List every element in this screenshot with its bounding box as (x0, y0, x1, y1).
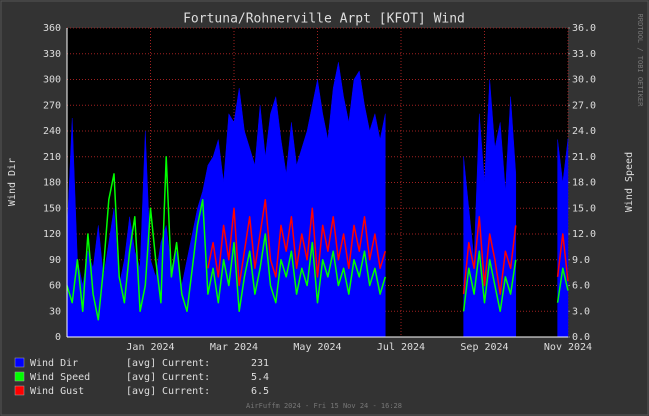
y2-tick-label: 27.0 (572, 100, 596, 111)
x-tick-label: Jul 2024 (377, 342, 425, 353)
legend-swatch (14, 371, 25, 382)
y-tick-label: 150 (43, 203, 61, 214)
y2-tick-label: 33.0 (572, 49, 596, 60)
legend-current-label: Current: (162, 372, 210, 383)
side-note: RRDTOOL / TOBI OETIKER (636, 14, 644, 108)
legend-stat: [avg] (126, 386, 156, 397)
legend-current-value: 6.5 (251, 386, 269, 397)
legend-current-value: 231 (251, 358, 269, 369)
y2-tick-label: 21.0 (572, 152, 596, 163)
x-tick-label: Sep 2024 (460, 342, 508, 353)
y-tick-label: 0 (55, 332, 61, 343)
y2-tick-label: 18.0 (572, 178, 596, 189)
y-tick-label: 270 (43, 100, 61, 111)
y2-tick-label: 30.0 (572, 75, 596, 86)
y2-tick-label: 12.0 (572, 229, 596, 240)
y-tick-label: 300 (43, 75, 61, 86)
y-tick-label: 120 (43, 229, 61, 240)
legend-label: Wind Gust (30, 386, 84, 397)
legend-label: Wind Dir (30, 358, 78, 369)
legend-swatch (14, 385, 25, 396)
y2-tick-label: 15.0 (572, 203, 596, 214)
y-tick-label: 240 (43, 126, 61, 137)
y-tick-label: 360 (43, 23, 61, 34)
chart-title: Fortuna/Rohnerville Arpt [KFOT] Wind (183, 12, 465, 27)
y-tick-label: 180 (43, 178, 61, 189)
legend-swatch (14, 357, 25, 368)
legend-stat: [avg] (126, 372, 156, 383)
legend-current-value: 5.4 (251, 372, 269, 383)
legend-current-label: Current: (162, 386, 210, 397)
footer: AirFuffm 2024 - Fri 15 Nov 24 - 16:28 (246, 402, 402, 410)
y-tick-label: 60 (49, 281, 61, 292)
y2-tick-label: 0.0 (572, 332, 590, 343)
y-tick-label: 210 (43, 152, 61, 163)
x-tick-label: Mar 2024 (210, 342, 258, 353)
y-axis-label: Wind Dir (7, 158, 18, 206)
y-tick-label: 330 (43, 49, 61, 60)
line (66, 156, 569, 321)
y2-tick-label: 24.0 (572, 126, 596, 137)
line (207, 198, 569, 295)
x-tick-label: Jan 2024 (126, 342, 174, 353)
legend-label: Wind Speed (30, 372, 90, 383)
y-tick-label: 30 (49, 306, 61, 317)
y2-axis-label: Wind Speed (624, 152, 635, 212)
y2-tick-label: 9.0 (572, 255, 590, 266)
legend-stat: [avg] (126, 358, 156, 369)
x-tick-label: Nov 2024 (544, 342, 592, 353)
y2-tick-label: 6.0 (572, 281, 590, 292)
legend-current-label: Current: (162, 358, 210, 369)
y2-tick-label: 3.0 (572, 306, 590, 317)
y2-tick-label: 36.0 (572, 23, 596, 34)
x-tick-label: May 2024 (293, 342, 341, 353)
y-tick-label: 90 (49, 255, 61, 266)
